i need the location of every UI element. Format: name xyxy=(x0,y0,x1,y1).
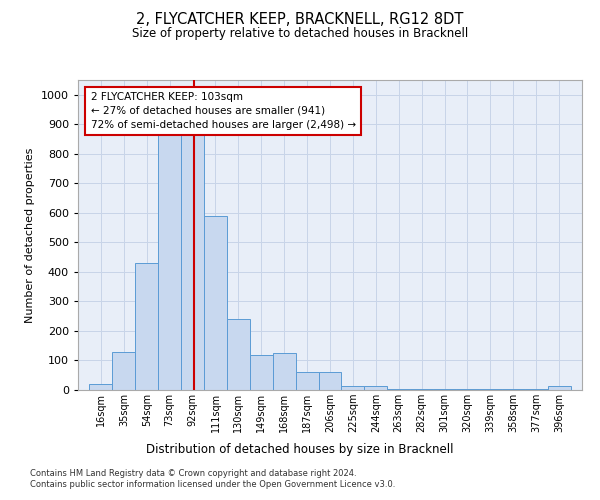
Bar xyxy=(273,353,296,390)
Text: Distribution of detached houses by size in Bracknell: Distribution of detached houses by size … xyxy=(146,442,454,456)
Bar xyxy=(158,104,181,390)
Bar xyxy=(456,388,479,390)
Bar xyxy=(433,388,456,390)
Text: 2 FLYCATCHER KEEP: 103sqm
← 27% of detached houses are smaller (941)
72% of semi: 2 FLYCATCHER KEEP: 103sqm ← 27% of detac… xyxy=(91,92,356,130)
Bar xyxy=(341,386,364,390)
Bar xyxy=(548,386,571,390)
Bar xyxy=(525,388,548,390)
Text: Contains public sector information licensed under the Open Government Licence v3: Contains public sector information licen… xyxy=(30,480,395,489)
Bar xyxy=(364,386,387,390)
Text: 2, FLYCATCHER KEEP, BRACKNELL, RG12 8DT: 2, FLYCATCHER KEEP, BRACKNELL, RG12 8DT xyxy=(136,12,464,28)
Bar xyxy=(250,354,273,390)
Bar xyxy=(479,388,502,390)
Bar xyxy=(227,319,250,390)
Bar xyxy=(181,100,204,390)
Bar xyxy=(135,263,158,390)
Bar xyxy=(204,216,227,390)
Bar xyxy=(296,372,319,390)
Text: Contains HM Land Registry data © Crown copyright and database right 2024.: Contains HM Land Registry data © Crown c… xyxy=(30,468,356,477)
Bar xyxy=(502,388,525,390)
Bar xyxy=(387,388,410,390)
Bar xyxy=(89,384,112,390)
Bar xyxy=(112,352,135,390)
Y-axis label: Number of detached properties: Number of detached properties xyxy=(25,148,35,322)
Bar xyxy=(410,388,433,390)
Bar xyxy=(319,372,341,390)
Text: Size of property relative to detached houses in Bracknell: Size of property relative to detached ho… xyxy=(132,28,468,40)
